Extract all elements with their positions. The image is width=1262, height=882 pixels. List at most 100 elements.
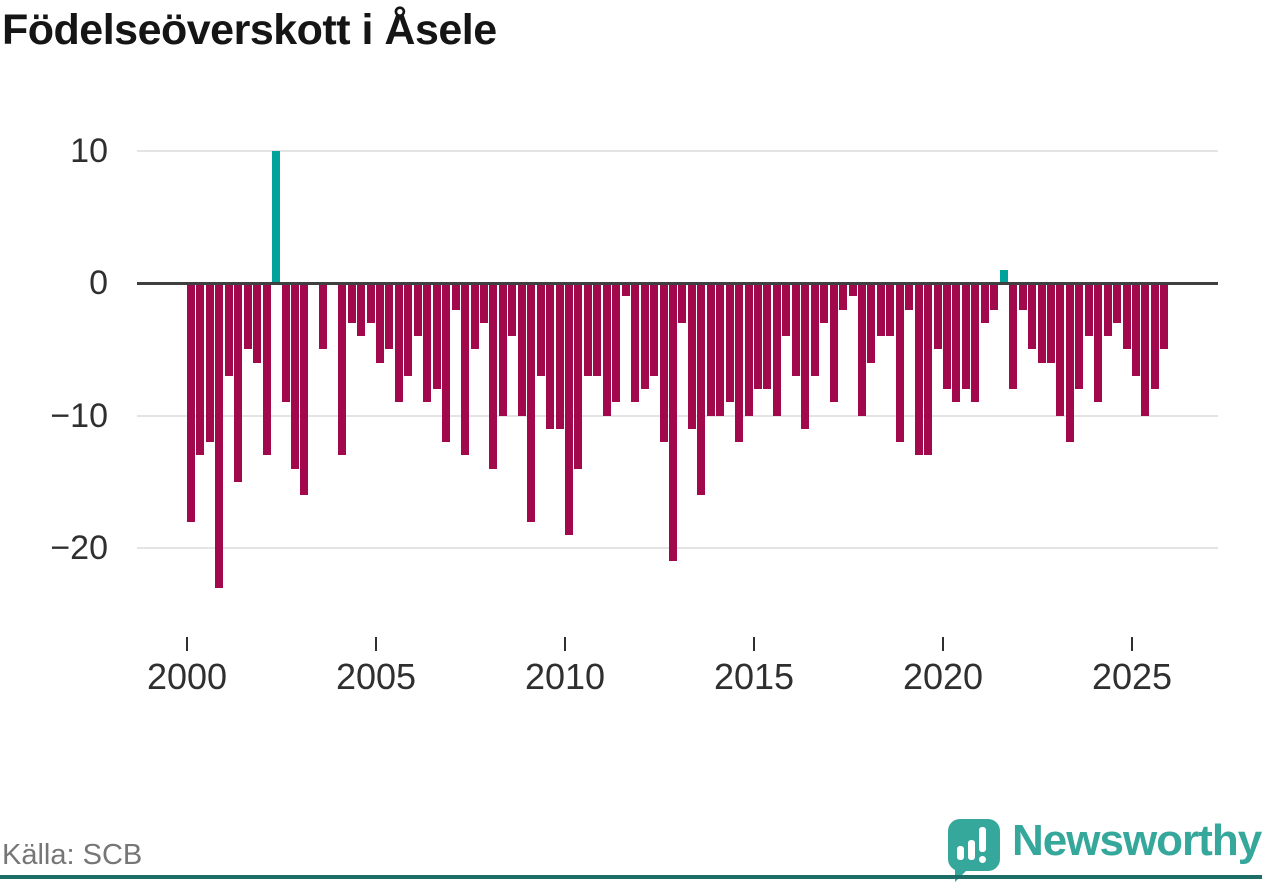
bar-quarter-86 — [999, 269, 1008, 283]
bar-quarter-99 — [1122, 283, 1131, 350]
bar-quarter-27 — [442, 283, 451, 442]
bar-quarter-97 — [1103, 283, 1112, 336]
y-axis-label--20: −20 — [50, 529, 108, 567]
y-axis-label--10: −10 — [50, 396, 108, 435]
bar-quarter-58 — [735, 283, 744, 442]
bar-quarter-9 — [272, 150, 281, 283]
bar-quarter-72 — [867, 283, 876, 363]
bar-quarter-33 — [498, 283, 507, 416]
bar-quarter-10 — [281, 283, 290, 403]
bar-quarter-85 — [990, 283, 999, 310]
y-axis-label-10: 10 — [70, 131, 108, 170]
source-note: Källa: SCB — [2, 839, 143, 871]
bar-quarter-1 — [196, 283, 205, 456]
x-tick-2020 — [942, 637, 944, 651]
newsworthy-logo-icon — [948, 819, 1000, 871]
bar-quarter-71 — [857, 283, 866, 416]
bar-quarter-61 — [763, 283, 772, 389]
bar-quarter-52 — [678, 283, 687, 323]
bar-quarter-82 — [961, 283, 970, 389]
bar-quarter-73 — [876, 283, 885, 336]
bar-quarter-29 — [461, 283, 470, 456]
bar-quarter-79 — [933, 283, 942, 350]
x-tick-2000 — [186, 637, 188, 651]
bar-quarter-62 — [772, 283, 781, 416]
bar-quarter-92 — [1056, 283, 1065, 416]
bar-quarter-57 — [725, 283, 734, 403]
bar-quarter-3 — [215, 283, 224, 588]
bar-quarter-0 — [187, 283, 195, 522]
bar-quarter-102 — [1150, 283, 1159, 389]
bar-quarter-8 — [262, 283, 271, 456]
bar-quarter-30 — [470, 283, 479, 350]
bottom-border-line — [0, 875, 1262, 879]
bar-quarter-38 — [546, 283, 555, 429]
bar-quarter-88 — [1018, 283, 1027, 310]
bar-quarter-18 — [357, 283, 366, 336]
bar-quarter-43 — [593, 283, 602, 376]
zero-baseline — [137, 281, 1218, 285]
bar-quarter-93 — [1065, 283, 1074, 442]
bar-quarter-16 — [338, 283, 347, 456]
bar-quarter-5 — [234, 283, 243, 482]
bar-quarter-64 — [791, 283, 800, 376]
x-axis-label-2005: 2005 — [335, 656, 417, 697]
x-axis-label-2010: 2010 — [524, 656, 606, 697]
bar-quarter-94 — [1075, 283, 1084, 389]
bar-quarter-2 — [205, 283, 214, 442]
bar-quarter-55 — [706, 283, 715, 416]
bar-quarter-25 — [423, 283, 432, 403]
bar-quarter-100 — [1132, 283, 1140, 376]
bar-quarter-42 — [583, 283, 592, 376]
bar-quarter-83 — [971, 283, 980, 403]
bar-quarter-34 — [508, 283, 517, 336]
logo-exclamation-dot — [979, 856, 986, 863]
bar-quarter-4 — [224, 283, 233, 376]
x-axis-label-2025: 2025 — [1091, 656, 1173, 697]
bar-quarter-47 — [631, 283, 640, 403]
bar-quarter-75 — [895, 283, 904, 442]
x-tick-2010 — [564, 637, 566, 651]
bar-quarter-87 — [1009, 283, 1018, 389]
bar-quarter-17 — [347, 283, 356, 323]
logo-exclamation-bar — [979, 827, 986, 852]
bar-quarter-81 — [952, 283, 961, 403]
bar-quarter-51 — [668, 283, 677, 562]
x-axis-label-2020: 2020 — [902, 656, 984, 697]
bar-quarter-67 — [820, 283, 829, 323]
bar-quarter-48 — [640, 283, 649, 389]
bar-quarter-28 — [451, 283, 460, 310]
bar-quarter-7 — [253, 283, 262, 363]
bar-quarter-95 — [1084, 283, 1093, 336]
bar-quarter-91 — [1046, 283, 1055, 363]
bar-quarter-20 — [376, 283, 384, 363]
gridline-y--10 — [137, 414, 1218, 417]
bar-quarter-19 — [366, 283, 375, 323]
gridline-y--20 — [137, 547, 1218, 549]
y-axis-label-0: 0 — [89, 264, 108, 302]
bar-quarter-22 — [394, 283, 403, 403]
bar-quarter-32 — [489, 283, 498, 469]
logo-bar-medium — [968, 840, 975, 860]
newsworthy-logo: Newsworthy — [948, 816, 1262, 882]
bar-quarter-77 — [914, 283, 923, 456]
bar-quarter-54 — [697, 283, 706, 495]
bar-quarter-66 — [810, 283, 819, 376]
bar-quarter-69 — [839, 283, 848, 310]
bar-quarter-76 — [905, 283, 914, 310]
logo-bar-small — [957, 846, 964, 860]
bar-quarter-65 — [801, 283, 810, 429]
bar-quarter-31 — [479, 283, 488, 323]
bar-quarter-36 — [527, 283, 536, 522]
bar-quarter-78 — [924, 283, 933, 456]
bar-quarter-14 — [319, 283, 328, 350]
bar-quarter-26 — [432, 283, 441, 389]
bar-quarter-63 — [782, 283, 791, 336]
bar-quarter-23 — [404, 283, 413, 376]
bar-quarter-98 — [1113, 283, 1122, 323]
bar-quarter-68 — [829, 283, 838, 403]
gridline-y-10 — [137, 149, 1218, 152]
bar-quarter-35 — [517, 283, 526, 416]
x-tick-2015 — [753, 637, 755, 651]
